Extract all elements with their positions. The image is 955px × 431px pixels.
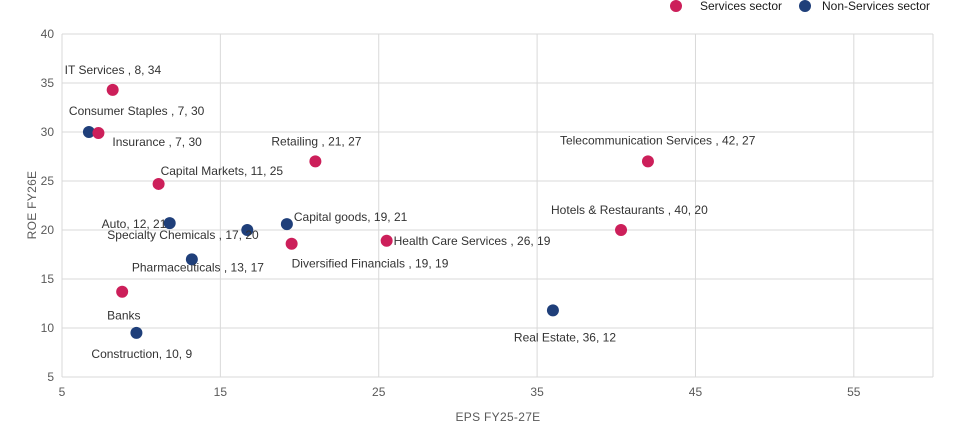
point-label: Insurance , 7, 30 <box>112 135 202 149</box>
x-axis-title: EPS FY25-27E <box>456 410 541 424</box>
point-label: Telecommunication Services , 42, 27 <box>560 133 756 147</box>
data-point-services <box>380 234 393 247</box>
y-tick-label: 5 <box>47 370 54 384</box>
data-point-services <box>92 126 105 139</box>
x-tick-label: 25 <box>372 385 386 399</box>
point-label: Banks <box>107 309 140 323</box>
y-tick-label: 40 <box>41 27 55 41</box>
grid <box>61 33 934 378</box>
y-tick-label: 35 <box>41 76 55 90</box>
point-label: Hotels & Restaurants , 40, 20 <box>551 203 708 217</box>
data-point-services <box>615 224 628 236</box>
point-label: Retailing , 21, 27 <box>271 134 361 148</box>
data-point-non-services <box>546 304 559 317</box>
x-tick-label: 35 <box>530 385 544 399</box>
data-point-non-services <box>163 217 176 230</box>
y-tick-label: 30 <box>41 125 55 139</box>
point-label: Construction, 10, 9 <box>91 347 192 361</box>
y-tick-label: 20 <box>41 223 55 237</box>
data-point-services <box>641 155 654 168</box>
point-labels: IT Services , 8, 34 Consumer Staples , 7,… <box>65 63 756 361</box>
point-label: Capital Markets, 11, 25 <box>161 164 284 178</box>
data-point-services <box>106 83 119 96</box>
point-label: Specialty Chemicals , 17, 20 <box>107 228 259 242</box>
point-label: IT Services , 8, 34 <box>65 63 162 77</box>
legend: Services sector Non-Services sector <box>670 0 930 13</box>
data-point-non-services <box>130 326 143 339</box>
data-point-services <box>116 285 129 298</box>
data-point-services <box>152 177 165 190</box>
point-label: Pharmaceuticals , 13, 17 <box>132 260 264 274</box>
legend-label-non-services: Non-Services sector <box>822 0 930 13</box>
data-points <box>82 83 654 339</box>
data-point-non-services <box>241 224 254 236</box>
y-tick-label: 10 <box>41 321 55 335</box>
point-label: Capital goods, 19, 21 <box>294 210 408 224</box>
point-label: Consumer Staples , 7, 30 <box>69 104 205 118</box>
y-tick-label: 25 <box>41 174 55 188</box>
axis-ticks: 5 10 15 20 25 30 35 40 5 15 25 35 45 55 <box>41 27 861 399</box>
x-tick-label: 55 <box>847 385 861 399</box>
data-point-non-services <box>185 253 198 266</box>
y-axis-title: ROE FY26E <box>25 171 39 240</box>
point-label: Real Estate, 36, 12 <box>514 330 616 344</box>
point-label: Health Care Services , 26, 19 <box>394 234 551 248</box>
legend-marker-services <box>670 0 682 12</box>
legend-label-services: Services sector <box>700 0 782 13</box>
x-tick-label: 5 <box>59 385 66 399</box>
legend-marker-non-services <box>799 0 811 12</box>
point-label: Diversified Financials , 19, 19 <box>292 257 449 271</box>
point-label: Auto, 12, 21 <box>102 217 167 231</box>
data-point-services <box>285 237 298 250</box>
y-tick-label: 15 <box>41 272 55 286</box>
data-point-non-services <box>280 218 293 231</box>
x-tick-label: 45 <box>689 385 703 399</box>
data-point-services <box>309 155 322 168</box>
data-point-non-services <box>82 126 95 138</box>
x-tick-label: 15 <box>214 385 228 399</box>
